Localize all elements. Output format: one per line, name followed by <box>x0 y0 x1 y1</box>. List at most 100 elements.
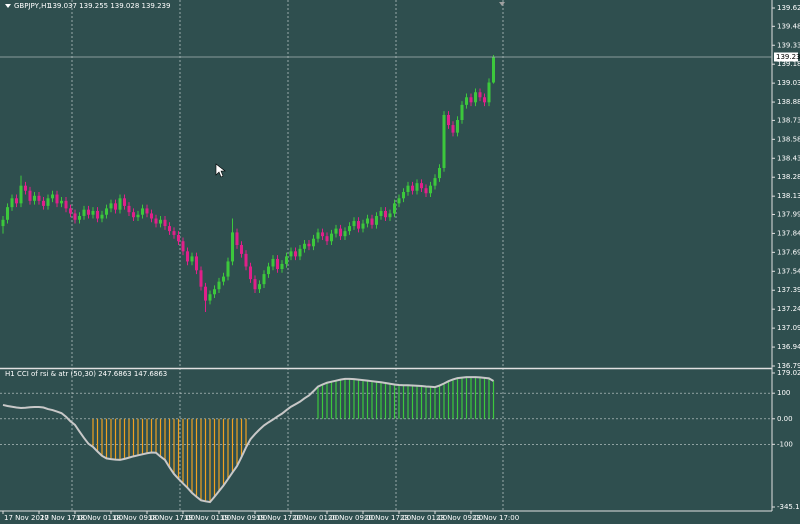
histogram-bar <box>209 418 211 503</box>
y-tick-label: -100 <box>777 440 793 448</box>
candle-body <box>105 208 108 215</box>
histogram-bar <box>141 418 144 455</box>
candle-body <box>474 92 477 103</box>
histogram-bar <box>137 418 139 456</box>
candle-body <box>132 212 135 218</box>
ohlc: 139.037 139.255 139.028 139.239 <box>48 2 170 10</box>
histogram-bar <box>447 381 450 419</box>
y-tick-label: -345.1793 <box>777 503 800 511</box>
histogram-bar <box>240 418 243 458</box>
candle-body <box>249 266 252 280</box>
candle-body <box>312 238 315 247</box>
vertical-grid <box>71 0 504 510</box>
candle-body <box>438 167 441 179</box>
y-tick-label: 137.692 <box>777 248 800 256</box>
candle-body <box>55 194 59 204</box>
histogram-bar <box>92 418 94 447</box>
y-tick-label: 139.182 <box>777 60 800 68</box>
y-tick-label: 139.627 <box>777 4 800 12</box>
menu-icon[interactable] <box>5 4 11 8</box>
candle-body <box>267 266 270 275</box>
candle-body <box>177 234 180 242</box>
candle-body <box>213 289 216 295</box>
histogram-bar <box>461 377 463 419</box>
candle-body <box>136 214 140 218</box>
histogram-bar <box>366 380 369 419</box>
candle-body <box>127 205 131 213</box>
histogram-bar <box>425 386 427 419</box>
candle-body <box>154 218 158 224</box>
candle-body <box>469 97 473 103</box>
candle-body <box>465 97 468 105</box>
candle-body <box>330 233 333 242</box>
indicator-label: H1 CCI of rsi & atr (50,30) 247.6863 147… <box>5 370 167 378</box>
x-tick-label: 20 Nov 09:00 <box>328 514 375 522</box>
histogram-bar <box>492 381 495 419</box>
histogram-bar <box>411 385 414 419</box>
y-tick-label: 138.737 <box>777 116 800 124</box>
candle-body <box>402 191 405 199</box>
candle-body <box>46 198 50 206</box>
y-tick-label: 138.437 <box>777 154 800 162</box>
histogram-bar <box>218 418 220 492</box>
x-tick-label: 20 Nov 01:00 <box>292 514 339 522</box>
candle-body <box>37 195 41 201</box>
histogram-bar <box>96 418 99 452</box>
candle-body <box>159 219 162 224</box>
candle-body <box>325 236 329 242</box>
candle-body <box>397 198 401 204</box>
candle-body <box>442 114 446 168</box>
histogram-bar <box>245 418 247 448</box>
candle-body <box>226 261 230 277</box>
histogram-bar <box>335 380 337 419</box>
histogram-bar <box>101 418 103 456</box>
candle-body <box>145 208 149 214</box>
candle-body <box>15 198 18 204</box>
candle-body <box>289 251 293 257</box>
candle-body <box>298 248 302 257</box>
y-tick-label: 137.542 <box>777 267 800 275</box>
candle-body <box>109 203 113 209</box>
candle-body <box>114 203 117 210</box>
candle-body <box>208 294 212 301</box>
candle-body <box>424 188 428 194</box>
candle-body <box>19 185 23 204</box>
candle-body <box>235 232 239 246</box>
x-tick-label: 19 Nov 01:00 <box>184 514 231 522</box>
candle-body <box>186 251 189 262</box>
histogram-bar <box>213 418 216 497</box>
candle-body <box>276 258 279 270</box>
histogram-bar <box>398 385 400 419</box>
histogram-bar <box>452 379 454 419</box>
y-tick-label: 137.092 <box>777 324 800 332</box>
candle-body <box>244 253 248 267</box>
candle-body <box>429 185 432 194</box>
candle-body <box>73 213 77 220</box>
candle-body <box>51 194 54 199</box>
histogram-bar <box>384 382 387 419</box>
x-tick-label: 19 Nov 09:00 <box>220 514 267 522</box>
histogram-bar <box>119 418 121 460</box>
y-tick-label: 136.942 <box>777 343 800 351</box>
candle-body <box>231 232 234 262</box>
y-tick-label: 179.0264 <box>777 369 800 377</box>
candle-body <box>451 125 455 133</box>
x-tick-label: 23 Nov 09:00 <box>436 514 483 522</box>
candle-body <box>195 256 198 271</box>
histogram-bar <box>479 377 481 419</box>
histogram-bar <box>375 381 378 419</box>
candle-body <box>321 232 324 237</box>
histogram-bar <box>407 385 409 419</box>
histogram-bar <box>348 378 351 419</box>
candle-body <box>411 185 414 191</box>
histogram-bar <box>132 418 135 457</box>
y-tick-label: 0.00 <box>777 415 793 423</box>
y-tick-label: 137.392 <box>777 286 800 294</box>
histogram-bar <box>402 385 405 419</box>
histogram-bar <box>371 381 373 419</box>
candle-body <box>163 219 167 227</box>
candle-body <box>379 210 383 216</box>
indicator-line <box>2 376 495 504</box>
x-tick-label: 17 Nov 17:00 <box>40 514 87 522</box>
